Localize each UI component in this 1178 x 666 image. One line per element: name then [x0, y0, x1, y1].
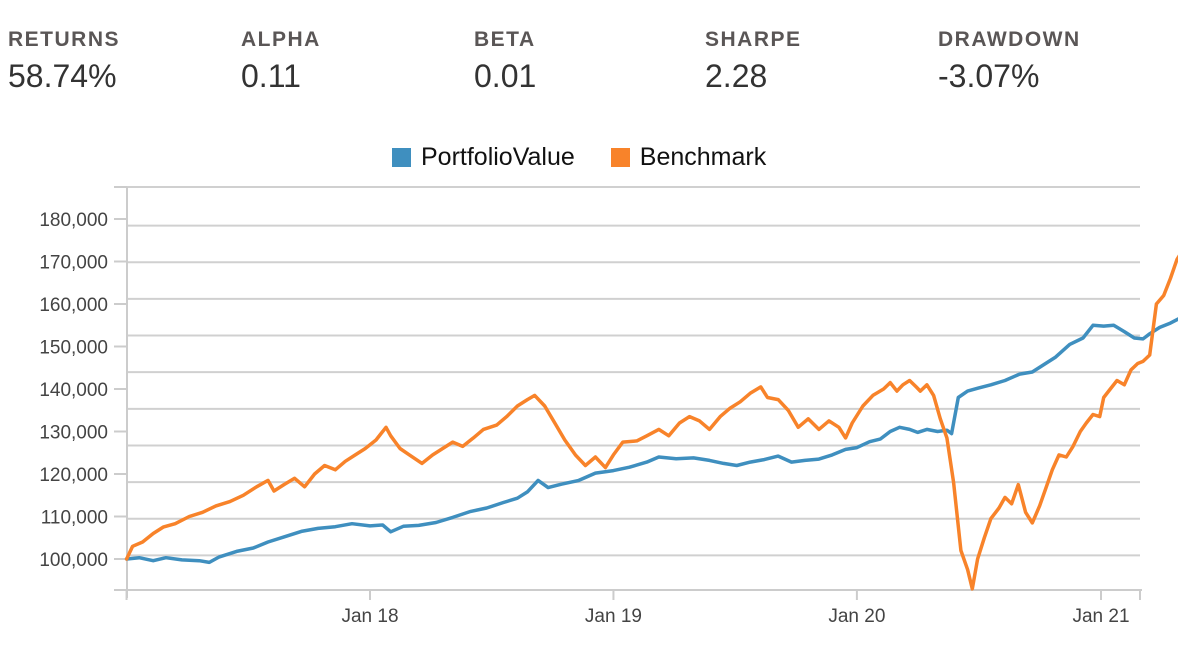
legend-item-benchmark[interactable]: Benchmark	[610, 142, 767, 172]
legend-label: PortfolioValue	[421, 142, 575, 171]
stat-label: BETA	[474, 28, 536, 51]
y-tick-label: 150,000	[39, 338, 108, 359]
x-tick-label: Jan 19	[585, 606, 642, 627]
y-axis: 100,000 110,000 120,000 130,000 140,000 150,0…	[39, 186, 128, 598]
stat-label: ALPHA	[241, 28, 321, 51]
y-tick-label: 180,000	[39, 210, 108, 231]
series-line-portfoliovalue	[124, 317, 1178, 565]
x-axis: Jan 18 Jan 19 Jan 20 Jan 21	[114, 589, 1142, 627]
stat-beta: BETA 0.01	[474, 28, 536, 95]
stat-value: -3.07%	[938, 58, 1040, 94]
stat-label: SHARPE	[705, 28, 802, 51]
legend-swatch-benchmark	[610, 147, 630, 167]
chart-legend: PortfolioValue Benchmark	[392, 142, 802, 172]
stat-value: 58.74%	[8, 58, 117, 94]
stat-value: 0.11	[241, 58, 301, 94]
y-tick-label: 120,000	[39, 465, 108, 486]
stat-drawdown: DRAWDOWN -3.07%	[938, 28, 1081, 95]
y-tick-label: 130,000	[39, 423, 108, 444]
series-line-benchmark	[124, 254, 1178, 591]
legend-item-portfolio[interactable]: PortfolioValue	[392, 143, 575, 172]
grid-lines	[127, 186, 1140, 557]
y-tick-label: 100,000	[39, 550, 108, 571]
stats-bar: RETURNS 58.74% ALPHA 0.11 BETA 0.01 SHAR…	[8, 28, 1178, 108]
legend-label: Benchmark	[639, 142, 767, 171]
legend-swatch-portfolio	[392, 147, 411, 167]
series-lines	[124, 254, 1178, 591]
y-tick-label: 160,000	[39, 295, 108, 316]
stat-label: RETURNS	[8, 28, 121, 51]
x-tick-label: Jan 18	[341, 606, 398, 627]
x-tick-label: Jan 21	[1072, 606, 1129, 627]
stat-label: DRAWDOWN	[938, 28, 1081, 51]
stat-value: 2.28	[705, 58, 768, 94]
x-tick-label: Jan 20	[828, 606, 885, 627]
y-tick-label: 140,000	[39, 380, 108, 401]
stat-returns: RETURNS 58.74%	[8, 28, 120, 95]
stat-sharpe: SHARPE 2.28	[705, 28, 802, 95]
stat-alpha: ALPHA 0.11	[241, 28, 321, 95]
y-tick-label: 170,000	[39, 253, 108, 274]
y-tick-label: 110,000	[41, 508, 108, 529]
stat-value: 0.01	[474, 58, 537, 94]
